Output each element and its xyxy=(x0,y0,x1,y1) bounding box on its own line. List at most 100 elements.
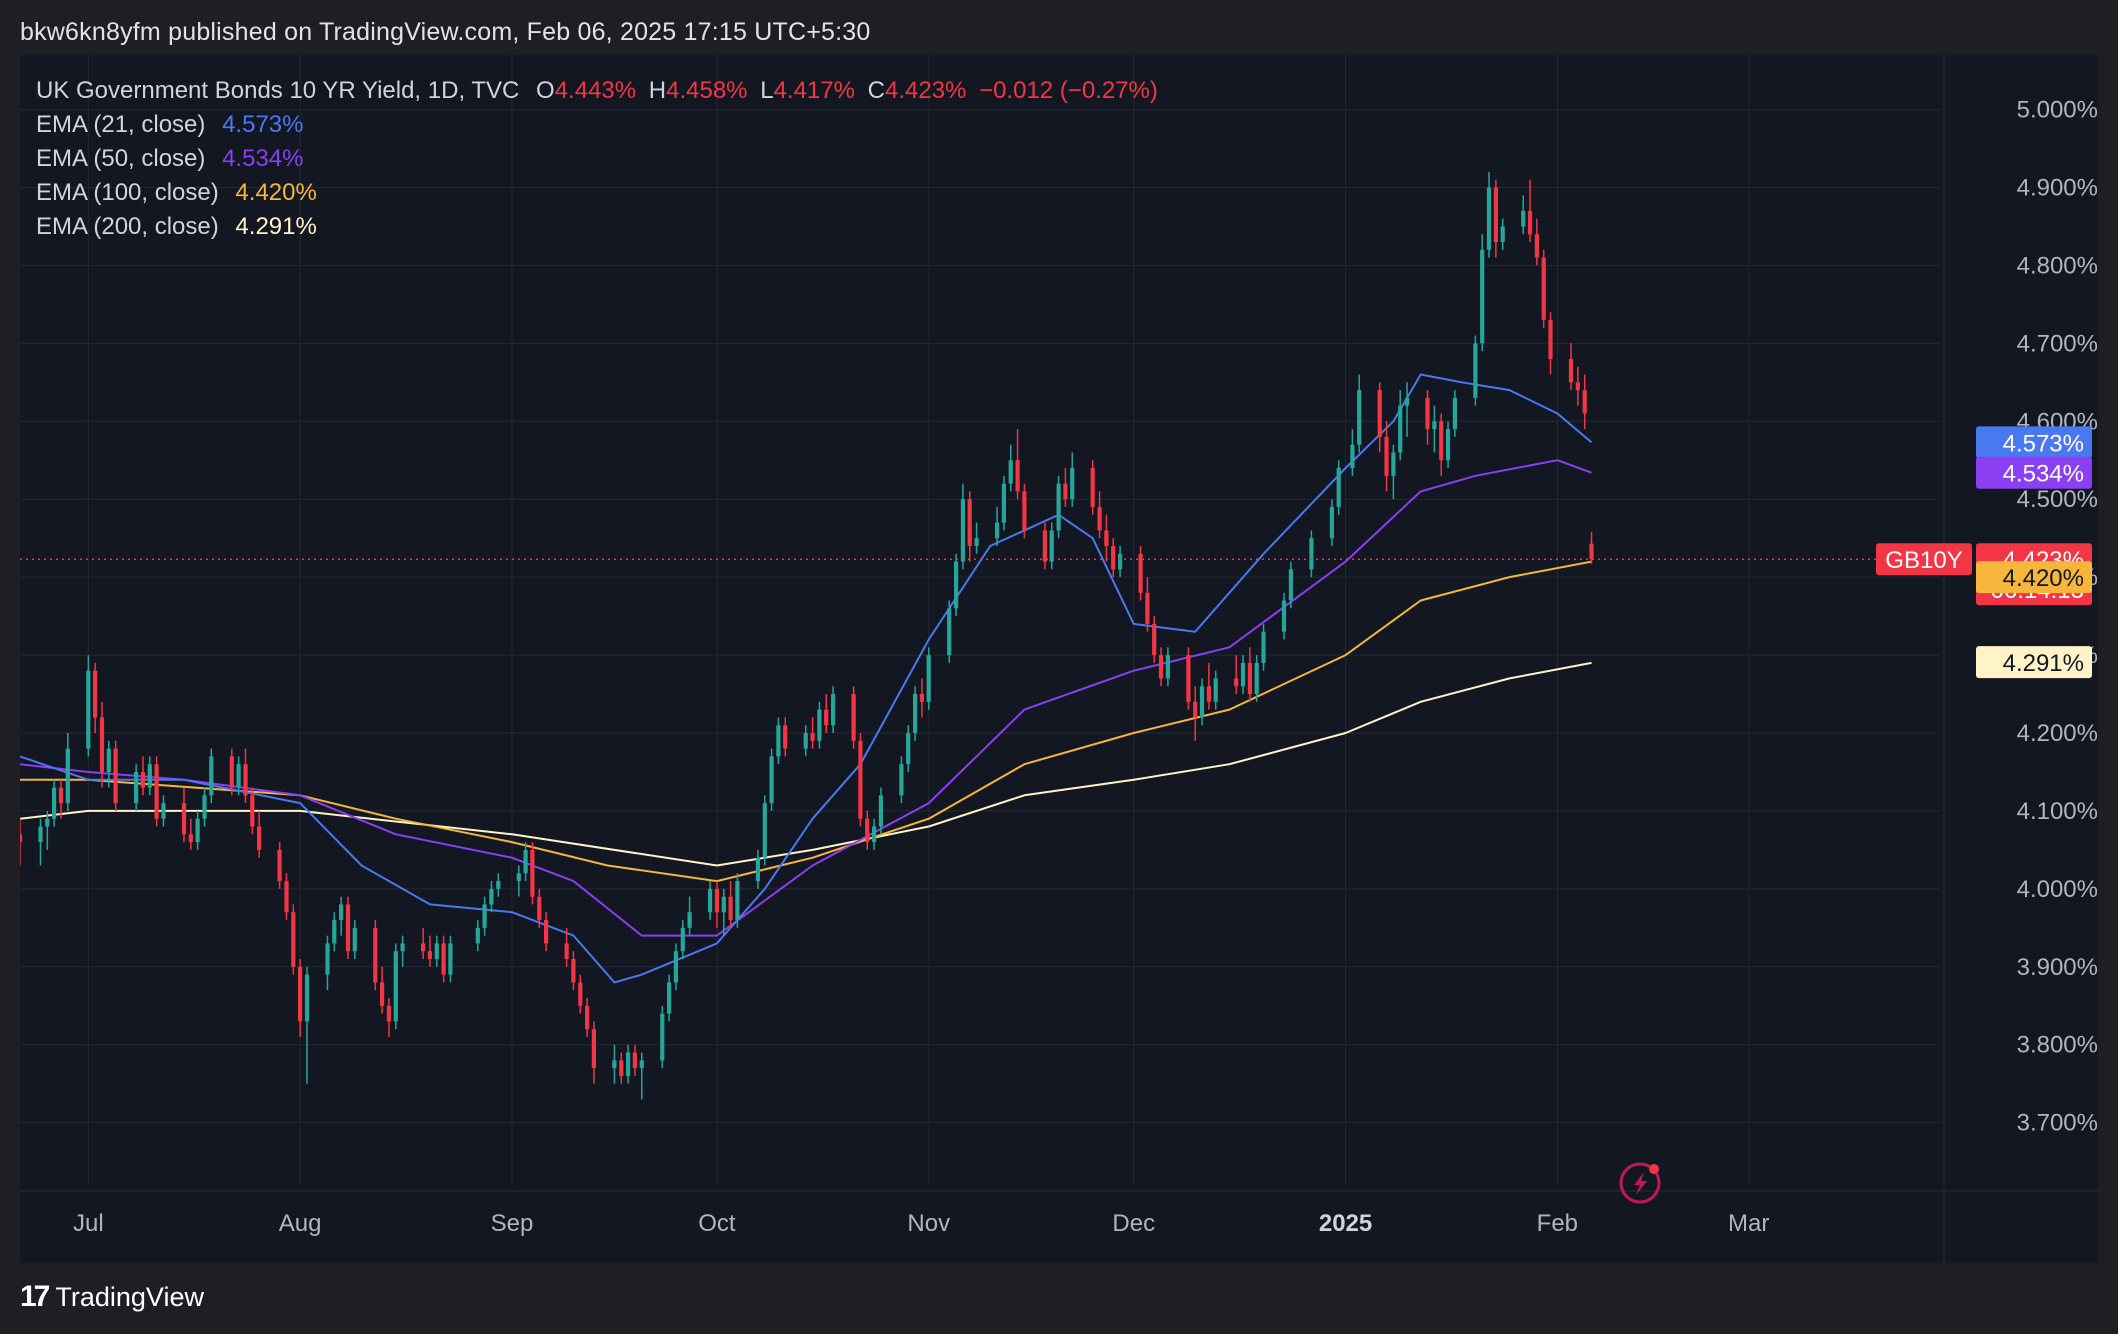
candle-body xyxy=(332,920,337,944)
candle-body xyxy=(858,740,863,819)
candle-body xyxy=(1247,662,1252,695)
candle-body xyxy=(899,764,904,796)
candle-body xyxy=(339,904,344,920)
candle-body xyxy=(1008,460,1013,484)
time-tick-label: Mar xyxy=(1728,1210,1769,1237)
candle-body xyxy=(906,733,911,765)
candle-body xyxy=(352,927,357,952)
ema-100-legend[interactable]: EMA (100, close) 4.420% xyxy=(36,176,1158,210)
candle-body xyxy=(919,694,924,702)
price-tick-label: 5.000% xyxy=(2017,97,2098,124)
candle-body xyxy=(687,912,692,928)
candle-body xyxy=(140,772,146,788)
candle-body xyxy=(926,655,931,702)
candle-body xyxy=(93,670,98,718)
candle-body xyxy=(1398,405,1403,453)
symbol-legend-row[interactable]: UK Government Bonds 10 YR Yield, 1D, TVC… xyxy=(36,74,1158,108)
time-tick-label: 2025 xyxy=(1319,1210,1372,1237)
candle-body xyxy=(181,803,187,835)
candle-body xyxy=(1309,538,1314,570)
candle-body xyxy=(1145,592,1150,624)
time-tick-label: Feb xyxy=(1537,1210,1578,1237)
candle-body xyxy=(195,818,200,843)
tradingview-logo[interactable]: 17 TradingView xyxy=(20,1280,204,1314)
ema-21-price-tag-bg xyxy=(1976,426,2092,459)
candle-body xyxy=(1022,491,1027,531)
price-tick-label: 3.700% xyxy=(2017,1110,2098,1137)
candle-body xyxy=(1015,460,1020,492)
candle-body xyxy=(1104,530,1109,546)
candle-body xyxy=(113,748,118,804)
power-icon xyxy=(1619,1162,1661,1204)
candle-body xyxy=(291,912,296,967)
candle-body xyxy=(1199,686,1205,718)
candle-body xyxy=(619,1060,624,1076)
ema-200-legend[interactable]: EMA (200, close) 4.291% xyxy=(36,210,1158,244)
candle-body xyxy=(45,818,50,827)
candle-body xyxy=(728,896,733,921)
ema-21-price-tag: 4.573% xyxy=(2003,430,2084,457)
candle-body xyxy=(1568,358,1574,383)
ema-200-price-tag: 4.291% xyxy=(2003,650,2084,677)
candle-body xyxy=(1377,390,1382,437)
chart-legend: UK Government Bonds 10 YR Yield, 1D, TVC… xyxy=(36,74,1158,244)
candle-body xyxy=(865,818,870,843)
ohlc-close-label: C xyxy=(867,77,885,104)
candle-body xyxy=(1186,655,1191,702)
candle-body xyxy=(1357,390,1362,445)
candle-body xyxy=(626,1052,631,1076)
ema-200-value: 4.291% xyxy=(235,213,317,240)
candle-body xyxy=(106,748,111,772)
ohlc-change: −0.012 (−0.27%) xyxy=(979,77,1158,104)
candle-body xyxy=(516,873,521,882)
time-tick-label: Jul xyxy=(73,1210,104,1237)
candle-body xyxy=(544,920,549,944)
ema-100-value: 4.420% xyxy=(235,179,317,206)
candle-body xyxy=(1042,530,1047,562)
time-tick-label: Sep xyxy=(491,1210,534,1237)
notification-dot xyxy=(1649,1164,1659,1174)
chart-frame[interactable] xyxy=(20,55,2098,1263)
price-tick-label: 4.200% xyxy=(2017,720,2098,747)
candle-body xyxy=(1001,483,1006,523)
candle-body xyxy=(585,1005,590,1030)
ema-21-value: 4.573% xyxy=(222,111,304,138)
candle-body xyxy=(776,725,781,757)
candle-body xyxy=(673,951,678,983)
ema-50-price-tag: 4.534% xyxy=(2003,461,2084,488)
candle-body xyxy=(257,826,262,850)
candle-body xyxy=(762,803,767,858)
candle-body xyxy=(209,756,214,796)
candle-body xyxy=(1138,553,1143,593)
ema-50-line xyxy=(20,459,1592,937)
candle-body xyxy=(810,733,815,741)
candle-body xyxy=(1582,390,1587,414)
ema-200-line xyxy=(20,661,1592,867)
ohlc-close: 4.423% xyxy=(884,77,967,104)
publish-text: published on TradingView.com, Feb 06, 20… xyxy=(168,18,871,46)
ema-200-label: EMA (200, close) xyxy=(36,213,219,240)
candle-body xyxy=(769,756,774,804)
candle-body xyxy=(277,849,282,882)
ema-50-value: 4.534% xyxy=(222,145,304,172)
ema-50-legend[interactable]: EMA (50, close) 4.534% xyxy=(36,142,1158,176)
candle-body xyxy=(448,943,453,975)
chart-canvas[interactable]: 3.700%3.800%3.900%4.000%4.100%4.200%4.30… xyxy=(20,55,2098,1263)
candle-body xyxy=(86,670,91,749)
symbol-title: UK Government Bonds 10 YR Yield, 1D, TVC xyxy=(36,77,520,104)
candle-body xyxy=(667,982,672,1014)
candle-body xyxy=(1445,429,1451,461)
candle-body xyxy=(250,795,255,827)
candle-body xyxy=(708,888,713,913)
candle-body xyxy=(571,959,576,983)
candle-body xyxy=(721,896,726,913)
ema-100-line xyxy=(20,560,1592,883)
author-name[interactable]: bkw6kn8yfm xyxy=(20,18,161,46)
candle-body xyxy=(564,943,569,959)
candle-body xyxy=(52,787,57,819)
candle-body xyxy=(1521,210,1526,227)
ema-21-legend[interactable]: EMA (21, close) 4.573% xyxy=(36,108,1158,142)
time-tick-label: Nov xyxy=(907,1210,950,1237)
candle-body xyxy=(1391,452,1396,476)
candle-body xyxy=(1254,662,1259,695)
